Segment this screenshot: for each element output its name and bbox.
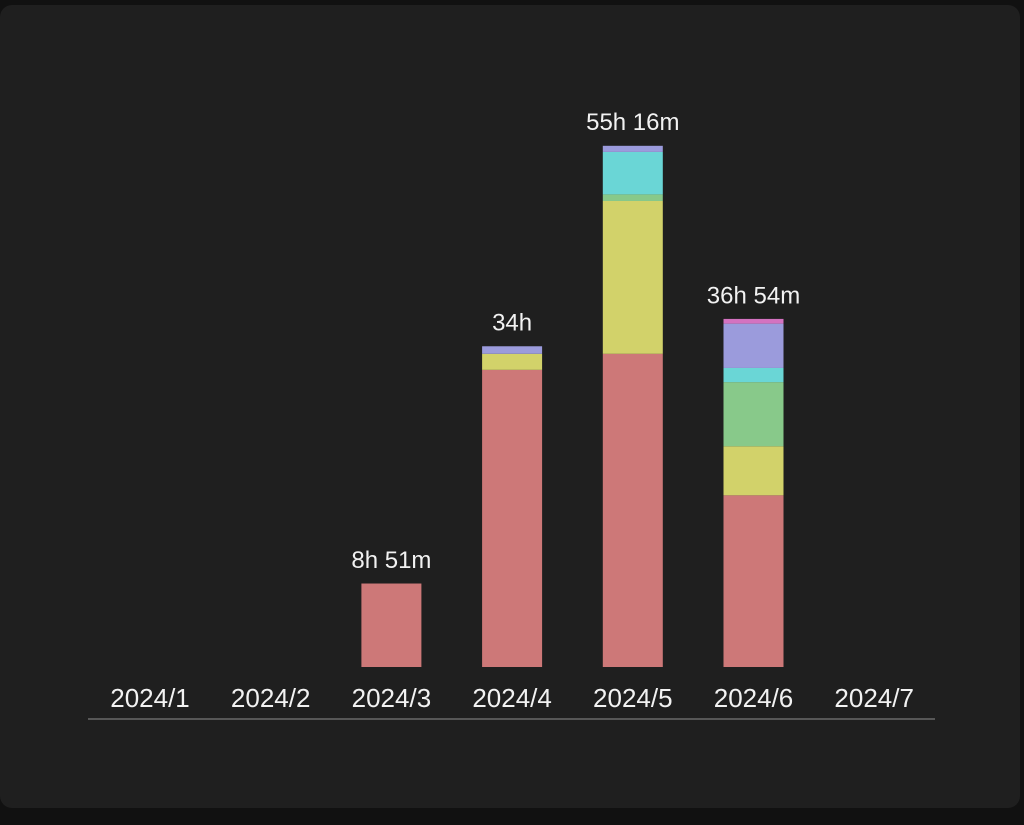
bar-segment bbox=[723, 446, 784, 496]
x-tick-label: 2024/2 bbox=[231, 683, 311, 713]
total-label: 55h 16m bbox=[586, 109, 679, 136]
x-tick-label: 2024/5 bbox=[593, 683, 673, 713]
bar-segment bbox=[361, 583, 422, 667]
bar-segment bbox=[602, 151, 663, 195]
bar-segment bbox=[602, 194, 663, 201]
bar-segment bbox=[723, 495, 784, 667]
x-tick-label: 2024/7 bbox=[834, 683, 914, 713]
bar-segment bbox=[482, 369, 543, 667]
bar-segment bbox=[602, 353, 663, 667]
bar-segment bbox=[482, 353, 543, 370]
x-tick-label: 2024/3 bbox=[352, 683, 432, 713]
total-label: 34h bbox=[492, 310, 532, 337]
x-tick-label: 2024/4 bbox=[472, 683, 552, 713]
x-tick-label: 2024/1 bbox=[110, 683, 190, 713]
total-label: 8h 51m bbox=[351, 547, 431, 574]
bar-segment bbox=[723, 318, 784, 324]
bar-segment bbox=[723, 382, 784, 447]
x-tick-label: 2024/6 bbox=[714, 683, 794, 713]
bar-segment bbox=[602, 200, 663, 354]
bar-segment bbox=[723, 323, 784, 368]
bar-segment bbox=[482, 346, 543, 354]
bar-segment bbox=[723, 367, 784, 383]
bar-segment bbox=[602, 145, 663, 152]
total-label: 36h 54m bbox=[707, 282, 800, 309]
